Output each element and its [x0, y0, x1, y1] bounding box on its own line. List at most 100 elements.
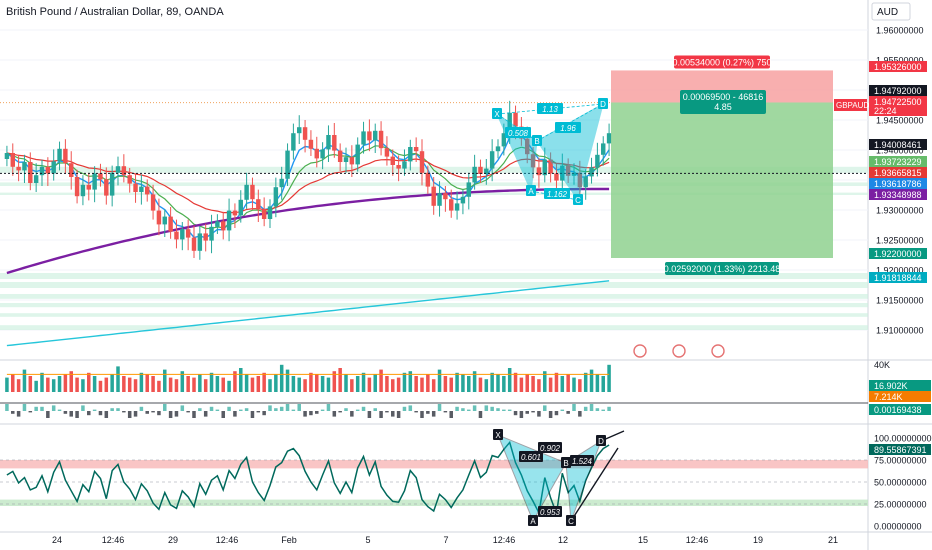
candle: [367, 119, 372, 152]
candle: [221, 211, 226, 240]
time-tick: 21: [828, 535, 838, 545]
volume-bars: [0, 364, 868, 418]
volume-bar: [285, 369, 290, 392]
symbol-tag: GBPAUD: [834, 99, 869, 111]
harmonic-ratio-text: 0.508: [508, 129, 529, 138]
candle-body: [361, 131, 366, 145]
volume-bar: [548, 377, 553, 392]
oscillator-bar: [221, 411, 225, 418]
currency-label[interactable]: AUD: [877, 7, 898, 18]
oscillator-bar: [22, 404, 27, 411]
oscillator-bar: [186, 411, 190, 413]
price-tick: 1.91000000: [876, 326, 924, 336]
candle-body: [489, 151, 495, 169]
stop-label-bg: [674, 55, 770, 69]
support-zone: [0, 303, 868, 308]
take-profit-zone: [611, 102, 833, 258]
long-position-tool: 0.00534000 (0.27%) 750 0.00069500 - 46816…: [0, 55, 868, 275]
rsi-point-text: D: [598, 437, 604, 446]
rsi-ratio: 0.601: [519, 451, 543, 462]
candle: [226, 198, 232, 242]
candle-body: [454, 203, 460, 211]
candle: [244, 172, 249, 209]
candle: [185, 219, 191, 251]
volume-bar: [338, 368, 342, 392]
candle-body: [472, 166, 477, 183]
oscillator-bar: [578, 411, 582, 417]
oscillator-bar: [63, 411, 68, 414]
price-tag: 1.93723229: [869, 156, 927, 167]
candle: [109, 165, 115, 207]
harmonic-ratio-line: [530, 190, 579, 201]
economic-event-icon: [672, 344, 686, 358]
candle-body: [115, 166, 121, 173]
candle-body: [302, 127, 308, 140]
rsi-point-bg: [528, 515, 538, 526]
candle-body: [104, 179, 109, 196]
time-axis: 24 12:46 29 12:46 Feb 5 7 12:46 12 15 12:46 19 21: [52, 535, 838, 545]
price-tag-text: 1.94722500: [874, 97, 922, 107]
rsi-point-text: X: [495, 431, 501, 440]
volume-bar: [373, 374, 377, 392]
volume-bar: [87, 372, 91, 392]
oscillator-bar: [554, 411, 559, 416]
support-zone: [0, 325, 868, 330]
volume-bar: [34, 380, 38, 392]
volume-bar: [320, 376, 325, 392]
entry-label-line1: 0.00069500 - 46816: [683, 92, 764, 102]
volume-bar: [239, 368, 243, 392]
price-tag-bg: [869, 96, 927, 107]
oscillator-bar: [57, 409, 62, 411]
candle-body: [226, 210, 232, 231]
candle: [16, 154, 21, 182]
candle: [571, 163, 577, 185]
oscillator-bar: [192, 411, 196, 418]
candle-body: [232, 210, 238, 216]
oscillator-bar: [350, 411, 354, 417]
oscillator-bar: [537, 411, 541, 417]
candle-body: [185, 229, 191, 238]
harmonic-point-d: D: [598, 98, 608, 109]
oscillator-bar: [168, 411, 173, 418]
candle-body: [308, 139, 314, 149]
volume-bar: [180, 371, 185, 392]
price-tag-text: 1.91818844: [874, 273, 922, 283]
volume-bar: [502, 376, 506, 392]
candle-body: [595, 154, 600, 168]
rsi-ratio: 1.524: [570, 455, 594, 466]
candle-body: [408, 147, 413, 162]
oscillator-bar: [338, 411, 342, 413]
oscillator-bar: [601, 409, 605, 411]
volume-bar: [75, 377, 79, 392]
price-tag-text: 1.93665815: [874, 168, 922, 178]
oscillator-bar: [467, 409, 471, 411]
candle-body: [57, 148, 62, 162]
candle: [92, 166, 97, 203]
candle: [560, 153, 565, 194]
price-tag-text: 22:24: [874, 106, 897, 116]
candle-body: [443, 193, 448, 200]
volume-bar: [5, 377, 9, 392]
candle-body: [69, 163, 74, 177]
oscillator-bar: [291, 409, 296, 411]
time-tick: 12:46: [686, 535, 709, 545]
volume-bar: [203, 379, 208, 392]
candle-body: [326, 135, 331, 150]
economic-event-icon: [633, 344, 647, 358]
candle: [601, 136, 606, 166]
ema-slow-line: [6, 152, 610, 214]
volume-bar: [186, 376, 190, 392]
oscillator-bar: [92, 409, 97, 411]
candle-body: [513, 112, 518, 127]
volume-value-bg: [869, 391, 931, 402]
oscillator-bar: [215, 409, 220, 411]
volume-bar: [139, 372, 144, 392]
rsi-trend-line: [570, 447, 619, 522]
oscillator-bar: [250, 411, 255, 418]
oscillator-bar: [34, 406, 38, 411]
oscillator-bar: [414, 411, 418, 413]
volume-bar: [157, 380, 161, 392]
candle: [396, 155, 401, 182]
candle-body: [109, 172, 115, 196]
